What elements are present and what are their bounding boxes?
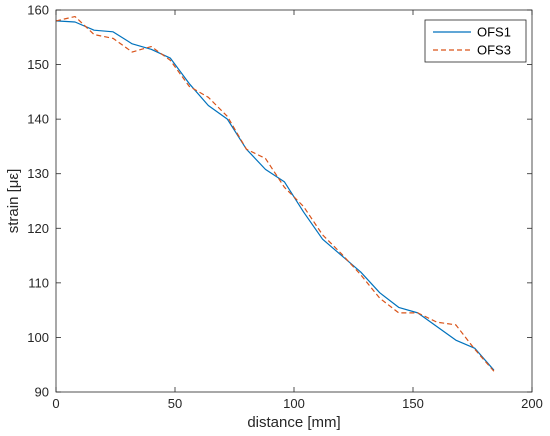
x-tick-label: 200: [521, 396, 543, 411]
series-line-ofs1: [55, 20, 495, 371]
x-tick-label: 150: [402, 396, 424, 411]
y-tick-label: 90: [35, 385, 49, 400]
y-tick-label: 160: [27, 3, 49, 18]
legend-label-ofs1: OFS1: [477, 25, 511, 40]
y-tick-label: 150: [27, 57, 49, 72]
legend-box: [424, 19, 527, 63]
plot-area: [56, 10, 532, 392]
legend: OFS1 OFS3: [424, 19, 527, 63]
y-tick-label: 130: [27, 166, 49, 181]
x-tick-label: 100: [283, 396, 305, 411]
series-layer: [55, 15, 495, 372]
y-tick-label: 100: [27, 330, 49, 345]
legend-label-ofs3: OFS3: [477, 43, 511, 58]
y-tick-label: 110: [28, 275, 49, 290]
x-tick-label: 0: [52, 396, 59, 411]
x-tick-label: 50: [168, 396, 182, 411]
y-tick-label: 120: [27, 221, 49, 236]
ticks-layer: 0 50 100 150 200 90 100 110 120 130 140 150 160: [27, 3, 543, 412]
plot-background: [56, 10, 532, 392]
y-tick-label: 140: [27, 112, 49, 127]
y-axis-label: strain [με]: [5, 169, 22, 234]
series-line-ofs3: [55, 15, 495, 372]
x-axis-label: distance [mm]: [247, 414, 340, 431]
